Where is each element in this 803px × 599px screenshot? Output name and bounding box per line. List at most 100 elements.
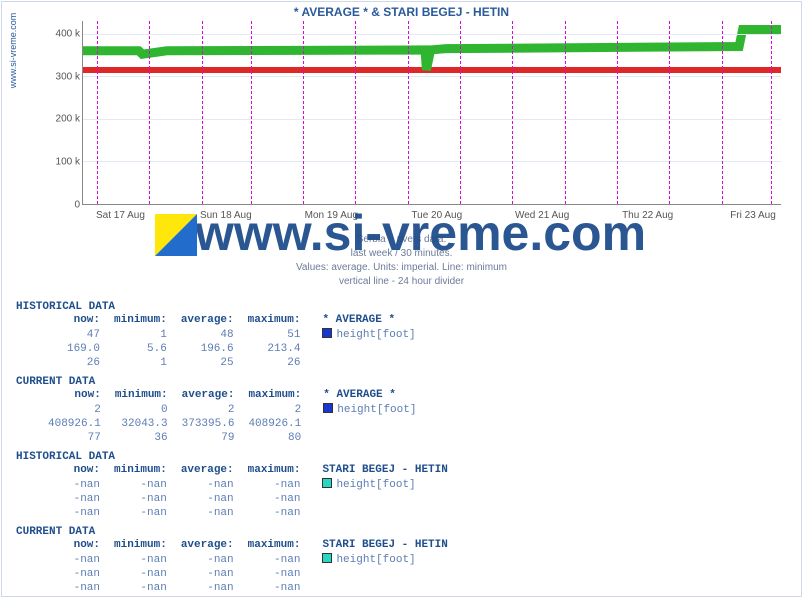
col-header: maximum: [244,538,311,552]
table-row: 2612526 [44,356,426,370]
chart-area: www.si-vreme.com 0100 k200 k300 k400 k S… [46,21,791,231]
grid-line-h [83,34,781,35]
col-header: STARI BEGEJ - HETIN [310,538,457,552]
x-tick-label: Tue 20 Aug [411,210,462,221]
y-tick-label: 200 k [46,114,80,125]
cell: -nan [44,581,110,595]
subtext-line-4: vertical line - 24 hour divider [2,275,801,289]
cell: -nan [177,492,244,506]
legend-label: height[foot] [336,329,415,341]
table-row: -nan-nan-nan-nanheight[foot] [44,552,458,567]
cell: 2 [244,402,311,417]
cell: -nan [177,506,244,520]
cell: 0 [111,402,178,417]
legend-label: height[foot] [336,554,415,566]
cell: 26 [244,356,311,370]
cell: 169.0 [44,342,110,356]
cell: -nan [244,492,311,506]
legend-cell: height[foot] [310,327,425,342]
col-header: average: [177,313,244,327]
chart-svg [83,21,781,204]
cell: 2 [178,402,245,417]
grid-line-v [565,21,566,204]
grid-line-v [251,21,252,204]
col-header: maximum: [244,388,311,402]
cell: 51 [244,327,311,342]
table-row: 77367980 [44,431,426,445]
cell: -nan [177,567,244,581]
subtext-line-1: Serbia :: rivers data. [2,233,801,247]
grid-line-v [669,21,670,204]
cell: 213.4 [244,342,311,356]
col-header: average: [177,538,244,552]
col-header: now: [44,388,111,402]
cell: -nan [110,567,177,581]
x-tick-label: Mon 19 Aug [305,210,358,221]
cell: 48 [177,327,244,342]
cell: -nan [244,581,311,595]
cell: 32043.3 [111,417,178,431]
cell: -nan [244,567,311,581]
x-tick-label: Sun 18 Aug [200,210,252,221]
grid-line-v [97,21,98,204]
cell: -nan [110,552,177,567]
cell: 80 [244,431,311,445]
table-row: -nan-nan-nan-nan [44,567,458,581]
grid-line-v [355,21,356,204]
cell: 77 [44,431,111,445]
cell: -nan [44,552,110,567]
cell: -nan [44,567,110,581]
legend-swatch-icon [323,403,333,413]
table-row: -nan-nan-nan-nan [44,506,458,520]
cell: 36 [111,431,178,445]
data-table: now:minimum:average:maximum:* AVERAGE *4… [44,313,426,370]
cell: 1 [110,327,177,342]
section-title: CURRENT DATA [16,376,787,388]
y-tick-label: 400 k [46,28,80,39]
data-table: now:minimum:average:maximum:STARI BEGEJ … [44,463,458,520]
cell: -nan [110,506,177,520]
chart-subtext: Serbia :: rivers data. last week / 30 mi… [2,233,801,289]
legend-cell: height[foot] [310,477,457,492]
grid-line-v [771,21,772,204]
cell: -nan [110,477,177,492]
report-container: * AVERAGE * & STARI BEGEJ - HETIN www.si… [1,1,802,597]
col-header: now: [44,313,110,327]
chart-title: * AVERAGE * & STARI BEGEJ - HETIN [2,2,801,21]
col-header: * AVERAGE * [310,313,425,327]
cell: -nan [244,552,311,567]
col-header: STARI BEGEJ - HETIN [310,463,457,477]
table-row: 4714851height[foot] [44,327,426,342]
subtext-line-2: last week / 30 minutes. [2,247,801,261]
grid-line-h [83,119,781,120]
table-row: -nan-nan-nan-nan [44,492,458,506]
grid-line-v [512,21,513,204]
col-header: maximum: [244,463,311,477]
cell: -nan [177,552,244,567]
col-header: now: [44,538,110,552]
col-header: minimum: [110,538,177,552]
cell: 408926.1 [244,417,311,431]
grid-line-v [202,21,203,204]
legend-label: height[foot] [336,479,415,491]
cell: -nan [44,492,110,506]
cell: -nan [44,477,110,492]
col-header: minimum: [110,313,177,327]
cell: -nan [244,477,311,492]
grid-line-v [149,21,150,204]
legend-swatch-icon [322,478,332,488]
y-tick-label: 0 [46,200,80,211]
grid-line-v [722,21,723,204]
col-header: now: [44,463,110,477]
grid-line-h [83,76,781,77]
x-tick-label: Fri 23 Aug [730,210,776,221]
legend-cell: height[foot] [311,402,426,417]
col-header: average: [178,388,245,402]
grid-line-v [303,21,304,204]
table-row: 408926.132043.3373395.6408926.1 [44,417,426,431]
section-title: HISTORICAL DATA [16,301,787,313]
data-table: now:minimum:average:maximum:STARI BEGEJ … [44,538,458,595]
cell: 26 [44,356,110,370]
cell: 196.6 [177,342,244,356]
cell: -nan [44,506,110,520]
